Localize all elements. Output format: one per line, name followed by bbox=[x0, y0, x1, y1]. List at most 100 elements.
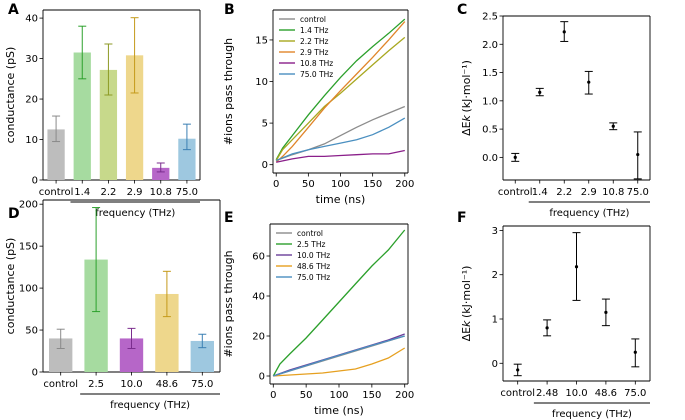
y-tick-label: 0 bbox=[32, 368, 38, 379]
x-tick-label: 150 bbox=[362, 390, 381, 401]
y-tick-label: 0 bbox=[492, 359, 498, 370]
x-tick-label: 2.5 bbox=[88, 379, 104, 390]
series-2.5-THz bbox=[272, 229, 406, 377]
y-tick-label: 2.5 bbox=[482, 12, 498, 23]
point-10.0 bbox=[574, 265, 579, 269]
y-tick-label: 30 bbox=[25, 54, 38, 65]
y-tick-label: 20 bbox=[25, 95, 38, 106]
x-tick-label: control bbox=[43, 379, 78, 390]
x-tick-label: 48.6 bbox=[156, 379, 178, 390]
y-axis-label: #ions pass through bbox=[222, 38, 235, 145]
series-75.0-THz bbox=[273, 335, 405, 377]
y-tick-label: 1.5 bbox=[482, 68, 498, 79]
bar-75.0 bbox=[178, 138, 196, 180]
x-tick-label: 200 bbox=[395, 390, 414, 401]
legend-label: 48.6 THz bbox=[297, 262, 330, 271]
point-2.2 bbox=[562, 30, 566, 34]
panel-letter: F bbox=[457, 210, 467, 226]
point-75.0 bbox=[633, 350, 637, 354]
x-axis-label: frequency (THz) bbox=[110, 400, 190, 411]
panel-letter: D bbox=[8, 206, 20, 222]
x-tick-label: 10.8 bbox=[602, 187, 624, 198]
x-tick-label: control bbox=[39, 187, 74, 198]
bar-2.5 bbox=[84, 259, 108, 372]
y-tick-label: 150 bbox=[19, 242, 38, 253]
x-axis-label: time (ns) bbox=[314, 404, 364, 417]
panel-letter: C bbox=[457, 2, 467, 18]
series-75.0-THz bbox=[275, 117, 406, 162]
x-tick-label: 75.0 bbox=[624, 388, 646, 399]
x-tick-label: 100 bbox=[329, 390, 348, 401]
x-axis-label: frequency (THz) bbox=[552, 409, 632, 420]
panel-e-line-chart: E 0 20 40 60 #ions pass through 0 50 100 150 200 ti… bbox=[222, 210, 414, 417]
point-2.9 bbox=[587, 80, 591, 84]
y-tick-label: 3 bbox=[492, 226, 498, 237]
y-tick-label: 50 bbox=[25, 326, 38, 337]
y-tick-label: 1 bbox=[492, 315, 498, 326]
panel-c-errorbar-chart: C 0.0 0.5 1.0 1.5 2.0 2.5 ΔEk (kJ·mol⁻¹) control… bbox=[457, 2, 651, 219]
x-tick-label: 10.0 bbox=[565, 388, 587, 399]
point-control bbox=[513, 155, 517, 159]
y-tick-label: 0.5 bbox=[482, 125, 498, 136]
x-tick-label: 75.0 bbox=[176, 187, 198, 198]
x-tick-label: 2.9 bbox=[581, 187, 597, 198]
legend-label: 2.9 THz bbox=[300, 48, 329, 57]
panel-a-bar-chart: A 0 10 20 30 40 conductance (pS) control 1.4 2.2 2… bbox=[4, 2, 201, 219]
y-axis-label: ΔEk (kJ·mol⁻¹) bbox=[460, 60, 475, 136]
bar-48.6 bbox=[155, 293, 179, 372]
y-axis-label: #ions pass through bbox=[222, 250, 235, 357]
point-control bbox=[516, 368, 520, 372]
bar-1.4 bbox=[73, 52, 91, 180]
x-tick-label: 2.9 bbox=[127, 187, 143, 198]
panel-d-bar-chart: D 0 50 100 150 200 conductance (pS) control 2.5 1… bbox=[4, 199, 221, 411]
legend-label: 1.4 THz bbox=[300, 26, 329, 35]
panel-letter: B bbox=[224, 2, 235, 18]
panel-letter: E bbox=[224, 210, 234, 226]
bar-10.0 bbox=[119, 338, 144, 372]
legend-label: 10.0 THz bbox=[297, 251, 330, 260]
y-tick-label: 40 bbox=[252, 292, 265, 303]
bar-control bbox=[49, 338, 73, 372]
y-tick-label: 10 bbox=[25, 135, 38, 146]
point-2.48 bbox=[545, 326, 549, 330]
x-tick-label: 2.48 bbox=[536, 388, 558, 399]
x-tick-label: 10.0 bbox=[120, 379, 142, 390]
x-tick-label: control bbox=[498, 187, 533, 198]
x-tick-label: 1.4 bbox=[74, 187, 90, 198]
y-tick-label: 10 bbox=[255, 77, 268, 88]
y-tick-label: 5 bbox=[262, 119, 268, 130]
x-tick-label: 75.0 bbox=[191, 379, 213, 390]
legend-label: 75.0 THz bbox=[297, 273, 330, 282]
y-tick-label: 2.0 bbox=[482, 40, 498, 51]
x-axis-label: frequency (THz) bbox=[95, 208, 175, 219]
legend-label: control bbox=[297, 229, 323, 238]
y-axis-label: ΔEk (kJ·mol⁻¹) bbox=[460, 266, 475, 342]
series-10.8-THz bbox=[276, 149, 405, 163]
y-tick-label: 2 bbox=[492, 270, 498, 281]
y-tick-label: 15 bbox=[255, 35, 268, 46]
panel-b-line-chart: B 0 5 10 15 #ions pass through 0 50 100 150 200 tim… bbox=[222, 2, 414, 206]
bar-2.2 bbox=[99, 69, 118, 180]
bar-2.9 bbox=[125, 55, 144, 181]
bar-10.8 bbox=[152, 167, 170, 180]
x-tick-label: 50 bbox=[302, 179, 315, 190]
point-1.4 bbox=[538, 90, 542, 94]
x-axis-label: time (ns) bbox=[316, 193, 366, 206]
y-tick-label: 1.0 bbox=[482, 96, 498, 107]
x-tick-label: control bbox=[500, 388, 535, 399]
y-tick-label: 60 bbox=[252, 252, 265, 263]
x-tick-label: 150 bbox=[363, 179, 382, 190]
legend-label: control bbox=[300, 15, 326, 24]
x-tick-label: 2.2 bbox=[556, 187, 572, 198]
x-axis-label: frequency (THz) bbox=[549, 208, 629, 219]
bar-75.0 bbox=[190, 340, 214, 372]
legend-label: 2.2 THz bbox=[300, 37, 329, 46]
y-tick-label: 0 bbox=[262, 160, 268, 171]
x-tick-label: 2.2 bbox=[100, 187, 116, 198]
x-tick-label: 48.6 bbox=[595, 388, 617, 399]
series-2.9-THz bbox=[275, 21, 406, 163]
legend-label: 75.0 THz bbox=[300, 70, 333, 79]
y-tick-label: 100 bbox=[19, 284, 38, 295]
bar-control bbox=[47, 129, 65, 180]
x-tick-label: 0 bbox=[270, 390, 276, 401]
